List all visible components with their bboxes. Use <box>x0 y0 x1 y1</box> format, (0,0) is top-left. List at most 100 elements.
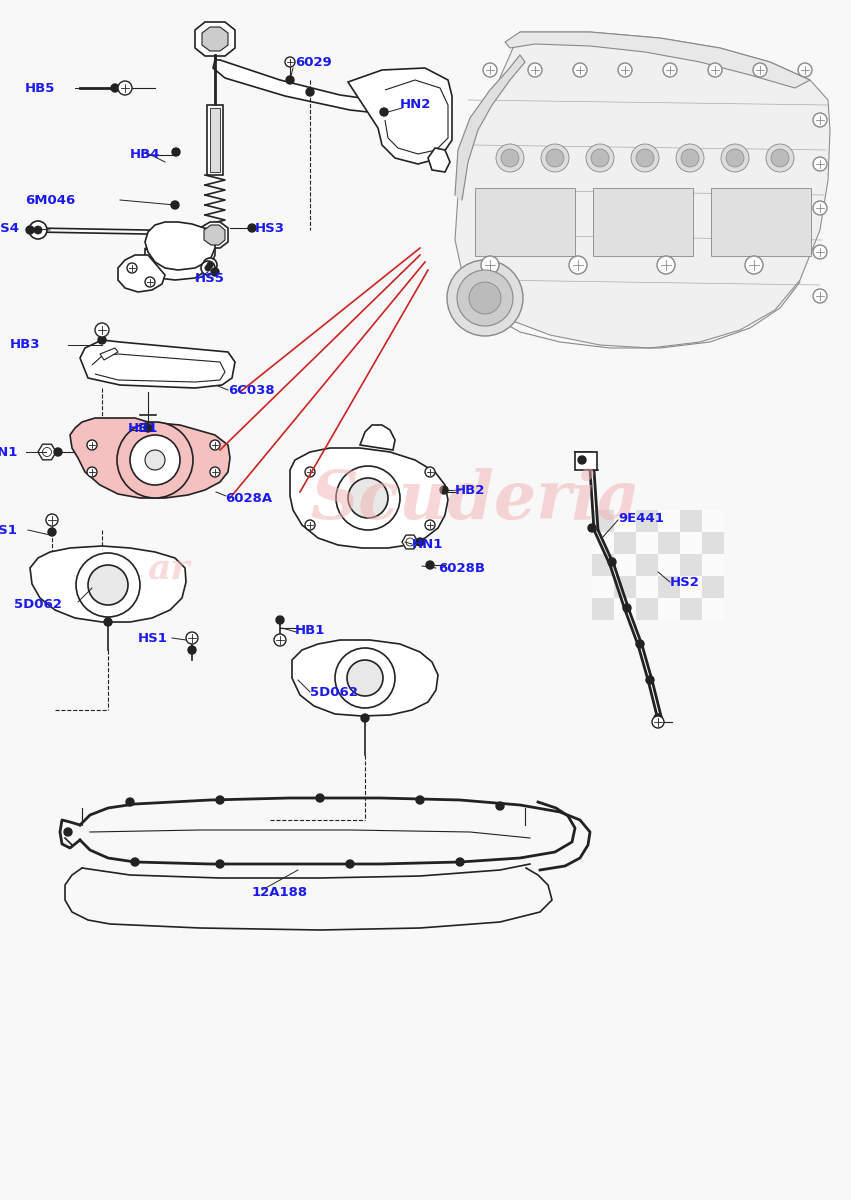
Circle shape <box>753 62 767 77</box>
Circle shape <box>130 434 180 485</box>
Bar <box>680 532 702 554</box>
Polygon shape <box>100 348 118 360</box>
Bar <box>592 576 614 598</box>
Circle shape <box>172 148 180 156</box>
Circle shape <box>26 226 34 234</box>
Circle shape <box>274 634 286 646</box>
Text: 6029: 6029 <box>295 55 332 68</box>
Polygon shape <box>505 32 810 88</box>
Circle shape <box>98 336 106 344</box>
Bar <box>207 104 223 175</box>
Circle shape <box>469 282 501 314</box>
Circle shape <box>87 440 97 450</box>
Circle shape <box>207 262 213 268</box>
Polygon shape <box>70 418 230 498</box>
Bar <box>658 532 680 554</box>
Circle shape <box>726 149 744 167</box>
Text: HB2: HB2 <box>455 484 485 497</box>
Text: 6028A: 6028A <box>225 492 272 504</box>
Circle shape <box>145 450 165 470</box>
Circle shape <box>663 62 677 77</box>
Circle shape <box>145 277 155 287</box>
Circle shape <box>76 553 140 617</box>
Circle shape <box>654 714 662 722</box>
Text: HS1: HS1 <box>0 523 18 536</box>
Bar <box>636 554 658 576</box>
Bar <box>658 510 680 532</box>
Bar <box>680 554 702 576</box>
Bar <box>614 576 636 598</box>
Circle shape <box>586 144 614 172</box>
Circle shape <box>248 224 256 232</box>
Text: 6M046: 6M046 <box>25 193 75 206</box>
Circle shape <box>348 478 388 518</box>
Circle shape <box>813 289 827 302</box>
Circle shape <box>346 860 354 868</box>
Text: HS1: HS1 <box>138 631 168 644</box>
Bar <box>592 532 614 554</box>
Circle shape <box>591 149 609 167</box>
Circle shape <box>457 270 513 326</box>
Circle shape <box>646 676 654 684</box>
Circle shape <box>569 256 587 274</box>
Bar <box>680 576 702 598</box>
Circle shape <box>127 263 137 272</box>
Circle shape <box>380 108 388 116</box>
Circle shape <box>210 440 220 450</box>
Bar <box>680 510 702 532</box>
Circle shape <box>608 558 616 566</box>
Text: Scuderia: Scuderia <box>310 468 640 533</box>
Circle shape <box>425 520 435 530</box>
Bar <box>702 598 724 620</box>
Circle shape <box>721 144 749 172</box>
Text: HB1: HB1 <box>128 421 158 434</box>
Polygon shape <box>118 254 165 292</box>
Bar <box>614 510 636 532</box>
Circle shape <box>447 260 523 336</box>
Text: HS5: HS5 <box>195 271 225 284</box>
Text: HB5: HB5 <box>25 82 55 95</box>
Circle shape <box>305 467 315 476</box>
Bar <box>575 452 597 470</box>
Bar <box>614 598 636 620</box>
Circle shape <box>34 226 42 234</box>
Circle shape <box>483 62 497 77</box>
Bar <box>592 510 614 532</box>
Bar <box>702 532 724 554</box>
Text: HN1: HN1 <box>0 445 18 458</box>
Polygon shape <box>213 60 427 115</box>
Circle shape <box>813 245 827 259</box>
Bar <box>593 188 693 256</box>
Polygon shape <box>30 546 186 622</box>
Polygon shape <box>348 68 452 164</box>
Circle shape <box>541 144 569 172</box>
Text: HS4: HS4 <box>0 222 20 234</box>
Polygon shape <box>455 55 525 200</box>
Circle shape <box>426 560 434 569</box>
Circle shape <box>211 268 219 276</box>
Circle shape <box>216 860 224 868</box>
Circle shape <box>126 798 134 806</box>
Circle shape <box>501 149 519 167</box>
Bar <box>636 510 658 532</box>
Bar <box>592 554 614 576</box>
Circle shape <box>188 646 196 654</box>
Text: HB1: HB1 <box>295 624 325 636</box>
Circle shape <box>131 858 139 866</box>
Circle shape <box>171 200 179 209</box>
Bar <box>592 598 614 620</box>
Bar <box>614 554 636 576</box>
Circle shape <box>416 538 424 546</box>
Bar <box>636 598 658 620</box>
Text: 6C038: 6C038 <box>228 384 275 396</box>
Circle shape <box>186 632 198 644</box>
Circle shape <box>771 149 789 167</box>
Circle shape <box>578 456 586 464</box>
Circle shape <box>481 256 499 274</box>
Circle shape <box>203 258 217 272</box>
Bar <box>658 576 680 598</box>
Text: 5D062: 5D062 <box>14 598 62 611</box>
Circle shape <box>216 796 224 804</box>
Bar <box>636 532 658 554</box>
Text: 5D062: 5D062 <box>310 685 358 698</box>
